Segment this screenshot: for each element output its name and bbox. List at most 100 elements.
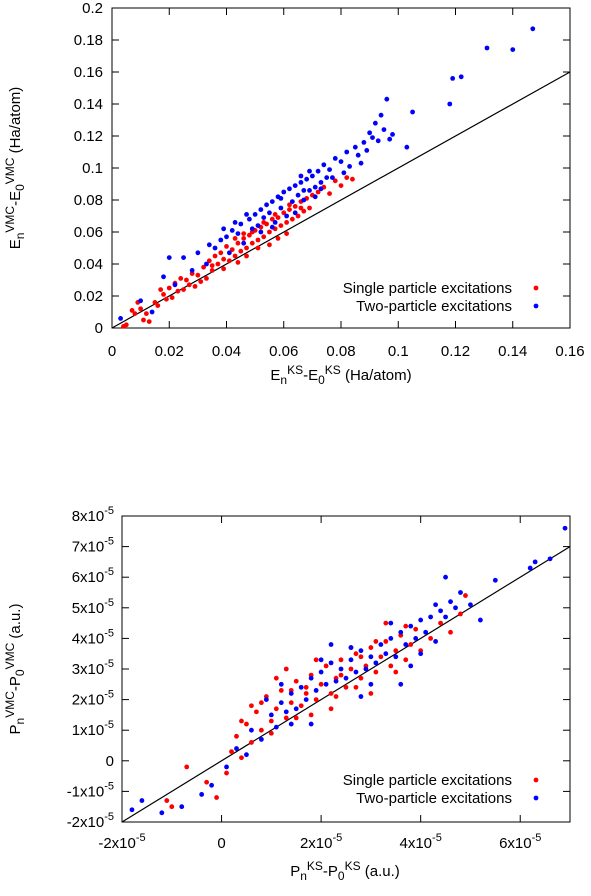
data-point — [229, 749, 234, 754]
data-point — [293, 210, 298, 215]
data-point — [239, 755, 244, 760]
data-point — [373, 660, 378, 665]
data-point — [390, 132, 395, 137]
data-point — [458, 612, 463, 617]
data-point — [138, 298, 143, 303]
data-point — [244, 722, 249, 727]
data-point — [289, 722, 294, 727]
data-point — [344, 150, 349, 155]
data-point — [187, 282, 192, 287]
data-point — [339, 183, 344, 188]
data-point — [313, 185, 318, 190]
data-point — [301, 198, 306, 203]
data-point — [378, 654, 383, 659]
data-point — [224, 244, 229, 249]
data-point — [403, 657, 408, 662]
data-point — [199, 792, 204, 797]
data-point — [344, 175, 349, 180]
data-point — [284, 716, 289, 721]
data-point — [269, 713, 274, 718]
data-point — [388, 636, 393, 641]
data-point — [218, 238, 223, 243]
data-point — [287, 207, 292, 212]
data-point — [290, 217, 295, 222]
data-point — [130, 807, 135, 812]
y-tick-label: 0.16 — [74, 64, 103, 81]
data-point — [433, 639, 438, 644]
data-point — [249, 703, 254, 708]
data-point — [368, 645, 373, 650]
data-point — [209, 783, 214, 788]
data-point — [367, 130, 372, 135]
data-point — [299, 685, 304, 690]
data-point — [458, 590, 463, 595]
data-point — [221, 266, 226, 271]
data-point — [227, 250, 232, 255]
data-point — [304, 697, 309, 702]
data-point — [204, 780, 209, 785]
data-point — [384, 97, 389, 102]
data-point — [324, 664, 329, 669]
data-point — [274, 676, 279, 681]
data-point — [279, 688, 284, 693]
data-point — [299, 180, 304, 185]
data-point — [234, 746, 239, 751]
data-point — [383, 639, 388, 644]
data-point — [403, 642, 408, 647]
data-point — [164, 798, 169, 803]
data-point — [294, 716, 299, 721]
data-point — [344, 676, 349, 681]
data-point — [207, 242, 212, 247]
data-point — [164, 297, 169, 302]
data-point — [190, 268, 195, 273]
data-point — [276, 236, 281, 241]
data-point — [383, 651, 388, 656]
data-point — [339, 657, 344, 662]
data-point — [234, 734, 239, 739]
data-point — [284, 214, 289, 219]
data-point — [324, 682, 329, 687]
y-tick-label: 5x10-5 — [72, 597, 114, 617]
data-point — [353, 145, 358, 150]
data-point — [284, 231, 289, 236]
data-point — [244, 246, 249, 251]
data-point — [150, 310, 155, 315]
data-point — [528, 566, 533, 571]
data-point — [349, 667, 354, 672]
data-point — [230, 228, 235, 233]
data-point — [264, 697, 269, 702]
data-point — [493, 578, 498, 583]
data-point — [233, 236, 238, 241]
data-point — [161, 274, 166, 279]
data-point — [349, 645, 354, 650]
data-point — [273, 220, 278, 225]
data-point — [364, 667, 369, 672]
data-point — [294, 706, 299, 711]
data-point — [533, 560, 538, 565]
data-point — [224, 234, 229, 239]
data-point — [296, 193, 301, 198]
data-point — [388, 621, 393, 626]
data-point — [563, 526, 568, 531]
data-point — [274, 725, 279, 730]
data-point — [264, 202, 269, 207]
data-point — [256, 238, 261, 243]
data-point — [438, 621, 443, 626]
data-point — [216, 262, 221, 267]
data-point — [316, 169, 321, 174]
data-point — [133, 311, 138, 316]
data-point — [347, 164, 352, 169]
data-point — [269, 731, 274, 736]
data-point — [124, 322, 129, 327]
data-point — [410, 110, 415, 115]
data-point — [198, 279, 203, 284]
data-point — [344, 685, 349, 690]
data-point — [173, 282, 178, 287]
data-point — [341, 170, 346, 175]
data-point — [428, 615, 433, 620]
data-point — [530, 26, 535, 31]
data-point — [324, 175, 329, 180]
data-point — [278, 223, 283, 228]
y-axis-label: EnVMC-E0VMC (Ha/atom) — [3, 87, 27, 250]
data-point — [354, 670, 359, 675]
